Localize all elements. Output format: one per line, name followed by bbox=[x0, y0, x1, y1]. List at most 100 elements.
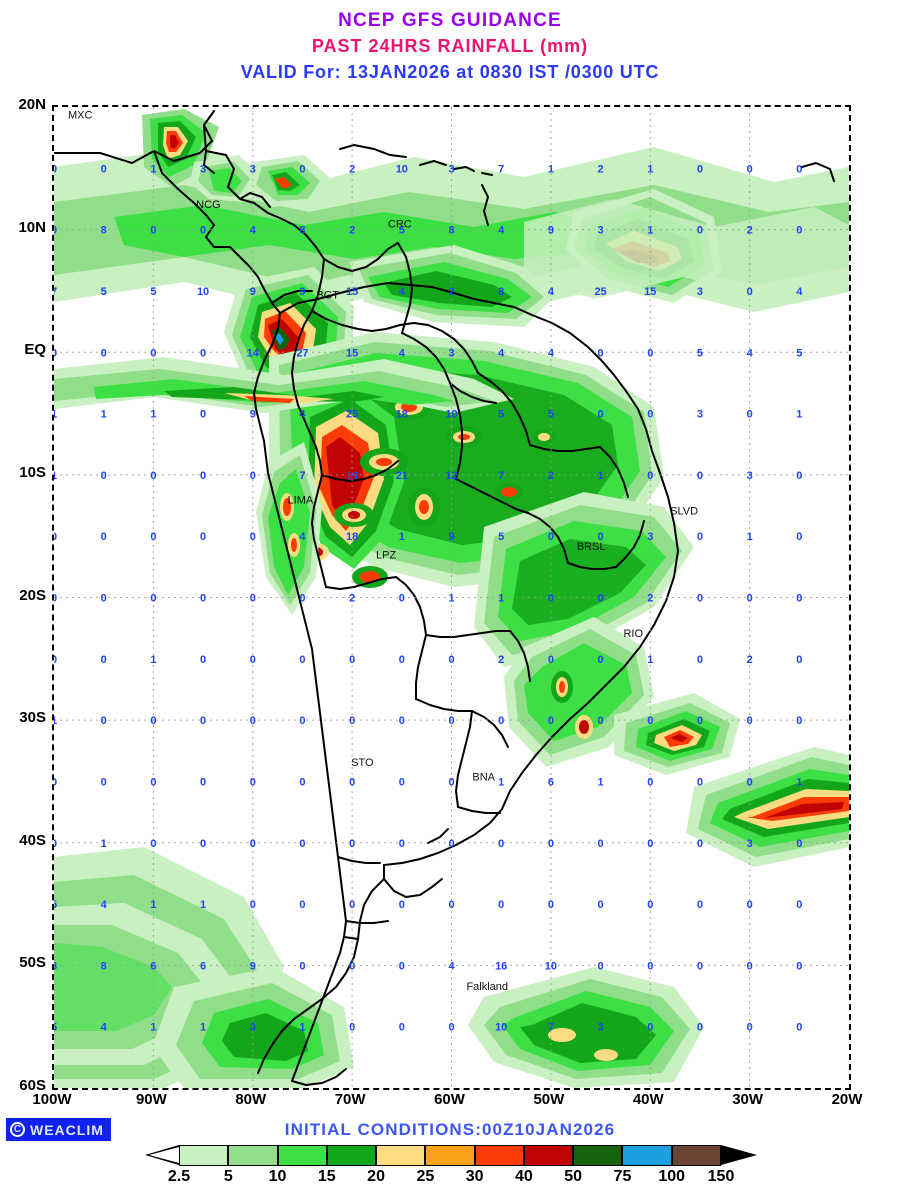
grid-value: 27 bbox=[296, 347, 308, 359]
colorbar-swatch[interactable] bbox=[622, 1145, 672, 1166]
grid-value: 0 bbox=[349, 1022, 355, 1034]
y-axis-tick-10n: 10N bbox=[18, 218, 46, 236]
colorbar-swatch[interactable] bbox=[573, 1145, 623, 1166]
grid-value: 0 bbox=[548, 715, 554, 727]
grid-value: 2 bbox=[349, 593, 355, 605]
grid-value: 0 bbox=[796, 715, 802, 727]
grid-value: 0 bbox=[250, 715, 256, 727]
grid-value: 1 bbox=[647, 654, 653, 666]
grid-value: 0 bbox=[498, 899, 504, 911]
colorbar-high-cap bbox=[721, 1145, 757, 1165]
grid-value: 0 bbox=[150, 593, 156, 605]
grid-value: 0 bbox=[448, 838, 454, 850]
grid-value: 3 bbox=[200, 163, 206, 175]
grid-value: 3 bbox=[448, 163, 454, 175]
colorbar-swatch[interactable] bbox=[474, 1145, 524, 1166]
grid-value: 3 bbox=[250, 1022, 256, 1034]
grid-value: 4 bbox=[548, 286, 555, 298]
grid-value: 0 bbox=[697, 899, 703, 911]
grid-value: 0 bbox=[448, 654, 454, 666]
colorbar-swatch[interactable] bbox=[425, 1145, 475, 1166]
grid-value: 10 bbox=[197, 286, 209, 298]
grid-value: 0 bbox=[796, 960, 802, 972]
colorbar-swatch[interactable] bbox=[228, 1145, 278, 1166]
grid-value: 0 bbox=[54, 838, 57, 850]
x-axis-tick-30w: 30W bbox=[732, 1091, 764, 1108]
grid-value: 5 bbox=[498, 531, 504, 543]
grid-value: 1 bbox=[150, 163, 156, 175]
initial-conditions-label: INITIAL CONDITIONS:00Z10JAN2026 bbox=[284, 1120, 616, 1139]
city-label-crc: CRC bbox=[388, 218, 412, 230]
colorbar-swatch[interactable] bbox=[326, 1145, 377, 1166]
grid-value: 1 bbox=[54, 409, 57, 421]
grid-value: 1 bbox=[498, 593, 504, 605]
grid-value: 0 bbox=[647, 409, 653, 421]
grid-value: 3 bbox=[598, 1022, 604, 1034]
grid-value: 9 bbox=[250, 409, 256, 421]
grid-value: 7 bbox=[54, 286, 57, 298]
rainfall-colorbar[interactable]: 2.5 5 10 15 20 25 30 40 50 75 100 150 bbox=[0, 1145, 900, 1185]
city-label-slvd: SLVD bbox=[670, 505, 698, 517]
grid-value: 12 bbox=[445, 470, 457, 482]
grid-value: 0 bbox=[697, 715, 703, 727]
colorbar-swatch[interactable] bbox=[277, 1145, 327, 1166]
grid-value: 6 bbox=[548, 776, 554, 788]
grid-value: 15 bbox=[346, 286, 358, 298]
grid-value: 2 bbox=[548, 470, 554, 482]
grid-value: 18 bbox=[396, 409, 408, 421]
grid-value: 4 bbox=[299, 531, 306, 543]
grid-value: 0 bbox=[299, 838, 305, 850]
colorbar-swatch[interactable] bbox=[671, 1145, 721, 1166]
grid-value: 1 bbox=[54, 715, 57, 727]
grid-value: 6 bbox=[150, 960, 156, 972]
grid-value: 1 bbox=[200, 1022, 206, 1034]
grid-value: 7 bbox=[548, 1022, 554, 1034]
city-label-ncg: NCG bbox=[196, 199, 220, 211]
x-axis-tick-70w: 70W bbox=[334, 1091, 366, 1108]
grid-value: 0 bbox=[200, 776, 206, 788]
grid-value: 0 bbox=[796, 899, 802, 911]
grid-value: 1 bbox=[399, 531, 405, 543]
colorbar-swatch[interactable] bbox=[179, 1145, 229, 1166]
grid-value: 0 bbox=[647, 899, 653, 911]
grid-value: 0 bbox=[598, 838, 604, 850]
grid-value: 0 bbox=[647, 470, 653, 482]
x-axis-tick-50w: 50W bbox=[533, 1091, 565, 1108]
grid-value: 15 bbox=[644, 286, 656, 298]
grid-value: 8 bbox=[54, 960, 57, 972]
grid-value: 0 bbox=[598, 654, 604, 666]
grid-value: 0 bbox=[299, 593, 305, 605]
grid-value: 4 bbox=[399, 286, 406, 298]
grid-value: 2 bbox=[448, 286, 454, 298]
grid-value: 0 bbox=[150, 838, 156, 850]
x-axis-tick-60w: 60W bbox=[434, 1091, 465, 1108]
weaclim-logo[interactable]: C WEACLIM bbox=[6, 1118, 111, 1141]
grid-value: 0 bbox=[598, 347, 604, 359]
y-axis-tick-30s: 30S bbox=[19, 709, 46, 727]
grid-value: 8 bbox=[448, 225, 454, 237]
grid-value: 0 bbox=[349, 960, 355, 972]
grid-value: 0 bbox=[399, 654, 405, 666]
grid-value: 0 bbox=[647, 347, 653, 359]
colorbar-swatch[interactable] bbox=[376, 1145, 426, 1166]
grid-value: 0 bbox=[697, 470, 703, 482]
grid-value: 14 bbox=[247, 347, 260, 359]
grid-value: 0 bbox=[299, 715, 305, 727]
grid-value: 2 bbox=[747, 225, 753, 237]
city-label-lima: LIMA bbox=[288, 494, 314, 506]
grid-value: 8 bbox=[299, 225, 305, 237]
grid-value: 25 bbox=[594, 286, 606, 298]
grid-value: 10 bbox=[545, 960, 557, 972]
colorbar-low-cap-fill bbox=[149, 1147, 179, 1163]
x-axis-tick-40w: 40W bbox=[632, 1091, 664, 1108]
grid-value: 5 bbox=[796, 347, 802, 359]
grid-value: 9 bbox=[548, 225, 554, 237]
grid-value: 0 bbox=[796, 531, 802, 543]
grid-value: 0 bbox=[399, 960, 405, 972]
colorbar-swatch[interactable] bbox=[523, 1145, 574, 1166]
grid-value: 0 bbox=[448, 715, 454, 727]
grid-value: 0 bbox=[101, 654, 107, 666]
rainfall-map[interactable]: 0013302103712100008004825849310207551099… bbox=[52, 105, 851, 1090]
grid-value: 0 bbox=[448, 899, 454, 911]
grid-value: 0 bbox=[697, 960, 703, 972]
